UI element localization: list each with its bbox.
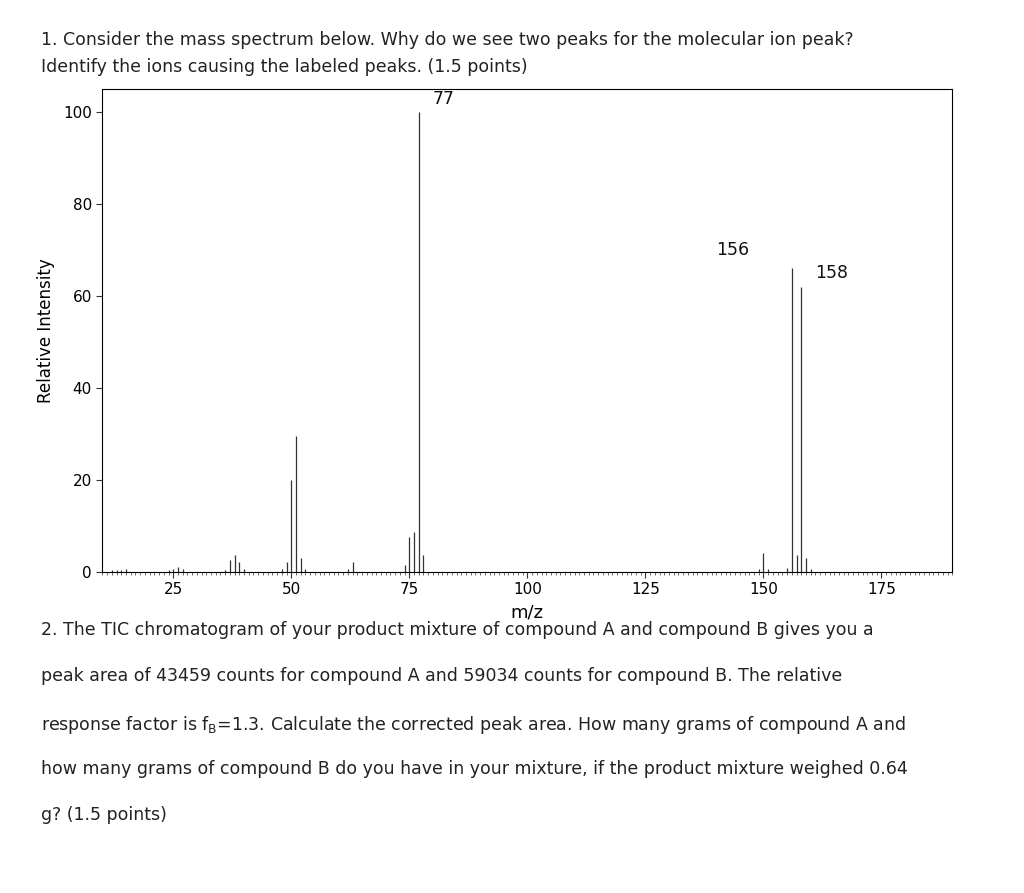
- Y-axis label: Relative Intensity: Relative Intensity: [37, 258, 54, 403]
- Text: 1. Consider the mass spectrum below. Why do we see two peaks for the molecular i: 1. Consider the mass spectrum below. Why…: [41, 31, 854, 49]
- Text: how many grams of compound B do you have in your mixture, if the product mixture: how many grams of compound B do you have…: [41, 760, 907, 778]
- Text: 2. The TIC chromatogram of your product mixture of compound A and compound B giv: 2. The TIC chromatogram of your product …: [41, 621, 873, 638]
- Text: g? (1.5 points): g? (1.5 points): [41, 806, 167, 824]
- Text: 77: 77: [433, 89, 455, 108]
- Text: 158: 158: [815, 264, 849, 282]
- Text: Identify the ions causing the labeled peaks. (1.5 points): Identify the ions causing the labeled pe…: [41, 58, 527, 76]
- Text: response factor is f$_\mathregular{B}$=1.3. Calculate the corrected peak area. H: response factor is f$_\mathregular{B}$=1…: [41, 714, 906, 736]
- Text: peak area of 43459 counts for compound A and 59034 counts for compound B. The re: peak area of 43459 counts for compound A…: [41, 667, 842, 685]
- X-axis label: m/z: m/z: [511, 604, 544, 622]
- Text: 156: 156: [716, 241, 750, 259]
